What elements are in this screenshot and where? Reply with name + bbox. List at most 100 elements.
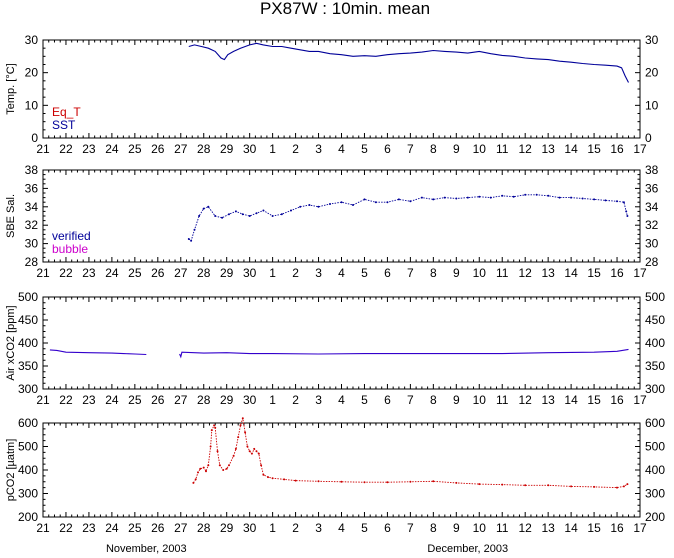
x-tick-label: 3 — [315, 142, 322, 156]
x-tick-label: 12 — [519, 393, 533, 407]
data-point — [225, 467, 228, 470]
x-tick-label: 17 — [633, 142, 647, 156]
data-point — [512, 195, 515, 198]
x-tick-label: 4 — [338, 266, 345, 280]
y-tick-label-right: 30 — [645, 33, 659, 47]
panels: 21 22 23 24 25 26 27 28 29 30 1 2 3 4 5 6 7 8 9 10 11 12 13 14 1… — [5, 33, 665, 555]
data-point — [192, 481, 195, 484]
x-tick-label: 12 — [519, 142, 533, 156]
data-point — [210, 429, 213, 432]
x-tick-label: 2 — [292, 393, 299, 407]
y-tick-label: 38 — [25, 163, 39, 177]
x-tick-label: 3 — [315, 393, 322, 407]
x-tick-label: 17 — [633, 266, 647, 280]
x-tick-label: 9 — [453, 266, 460, 280]
x-tick-label: 17 — [633, 393, 647, 407]
data-point — [622, 201, 625, 204]
data-point — [283, 478, 286, 481]
x-tick-label: 13 — [541, 393, 555, 407]
x-tick-label: 9 — [453, 393, 460, 407]
data-point — [299, 205, 302, 208]
x-tick-label: 9 — [453, 142, 460, 156]
x-tick-label: 2 — [292, 266, 299, 280]
data-point — [207, 205, 210, 208]
x-tick-label: 26 — [151, 393, 165, 407]
x-tick-label: 30 — [243, 393, 257, 407]
data-point — [363, 481, 366, 484]
x-tick-label: 11 — [496, 266, 509, 280]
data-point — [547, 484, 550, 487]
data-point — [257, 452, 260, 455]
y-tick-label: 400 — [18, 336, 38, 350]
plot-frame — [42, 296, 641, 390]
x-tick-label: 3 — [315, 521, 322, 535]
y-axis-label: Air xCO2 [ppm] — [5, 305, 17, 380]
data-point — [197, 471, 199, 474]
data-point — [244, 431, 247, 434]
plot-frame — [42, 422, 641, 518]
x-tick-label: 7 — [407, 142, 414, 156]
data-point — [317, 205, 320, 208]
data-point — [262, 473, 265, 476]
data-point — [241, 417, 244, 420]
x-tick-label: 10 — [473, 521, 487, 535]
x-tick-label: 1 — [269, 266, 276, 280]
data-point — [409, 480, 412, 483]
data-point — [443, 196, 446, 199]
x-tick-label: 1 — [269, 521, 276, 535]
legend-entry: SST — [52, 118, 76, 132]
y-tick-label: 300 — [18, 487, 38, 501]
y-axis-label: SBE Sal. — [5, 194, 17, 238]
data-point — [409, 200, 412, 203]
x-tick-label: 2 — [292, 521, 299, 535]
data-point — [198, 215, 201, 217]
y-tick-label-right: 500 — [645, 440, 665, 454]
series-line — [188, 42, 629, 83]
data-point — [253, 447, 256, 450]
data-point — [340, 480, 343, 483]
data-point — [214, 215, 217, 217]
x-tick-label: 25 — [128, 142, 142, 156]
data-point — [216, 450, 219, 453]
x-tick-label: 8 — [430, 393, 437, 407]
x-tick-label: 24 — [105, 266, 119, 280]
x-tick-label: 22 — [59, 521, 73, 535]
data-point — [581, 197, 584, 200]
y-tick-label: 200 — [18, 510, 38, 524]
data-point — [294, 479, 297, 482]
x-tick-label: 21 — [36, 142, 50, 156]
x-tick-label: 22 — [59, 266, 73, 280]
data-point — [199, 467, 202, 470]
y-tick-label: 28 — [25, 255, 39, 269]
data-point — [190, 239, 193, 242]
data-point — [432, 480, 435, 483]
y-tick-label-right: 30 — [645, 237, 659, 251]
data-point — [290, 209, 292, 212]
x-tick-label: 29 — [220, 393, 234, 407]
x-tick-label: 11 — [496, 521, 509, 535]
data-point — [386, 201, 389, 204]
x-tick-label: 15 — [587, 266, 601, 280]
x-tick-label: 23 — [82, 142, 96, 156]
x-tick-label: 28 — [197, 142, 211, 156]
x-tick-label: 14 — [564, 266, 578, 280]
data-point — [228, 213, 230, 216]
data-point — [397, 198, 400, 201]
x-tick-label: 29 — [220, 142, 234, 156]
x-tick-label: 13 — [541, 266, 555, 280]
x-tick-label: 28 — [197, 266, 211, 280]
x-tick-label: 23 — [82, 393, 96, 407]
x-tick-label: 22 — [59, 393, 73, 407]
y-tick-label-right: 32 — [645, 218, 659, 232]
x-tick-label: 10 — [473, 266, 487, 280]
data-point — [308, 204, 311, 206]
y-tick-label: 500 — [18, 290, 38, 304]
data-point — [352, 204, 354, 206]
month-label: December, 2003 — [427, 543, 508, 555]
panel-4: 21 22 23 24 25 26 27 28 29 30 1 2 3 4 5 6 7 8 9 10 11 12 13 14 1… — [5, 416, 665, 535]
x-tick-label: 8 — [430, 142, 437, 156]
data-point — [218, 464, 221, 467]
y-tick-label: 600 — [18, 416, 38, 430]
data-point — [593, 198, 596, 201]
data-point — [234, 447, 237, 450]
